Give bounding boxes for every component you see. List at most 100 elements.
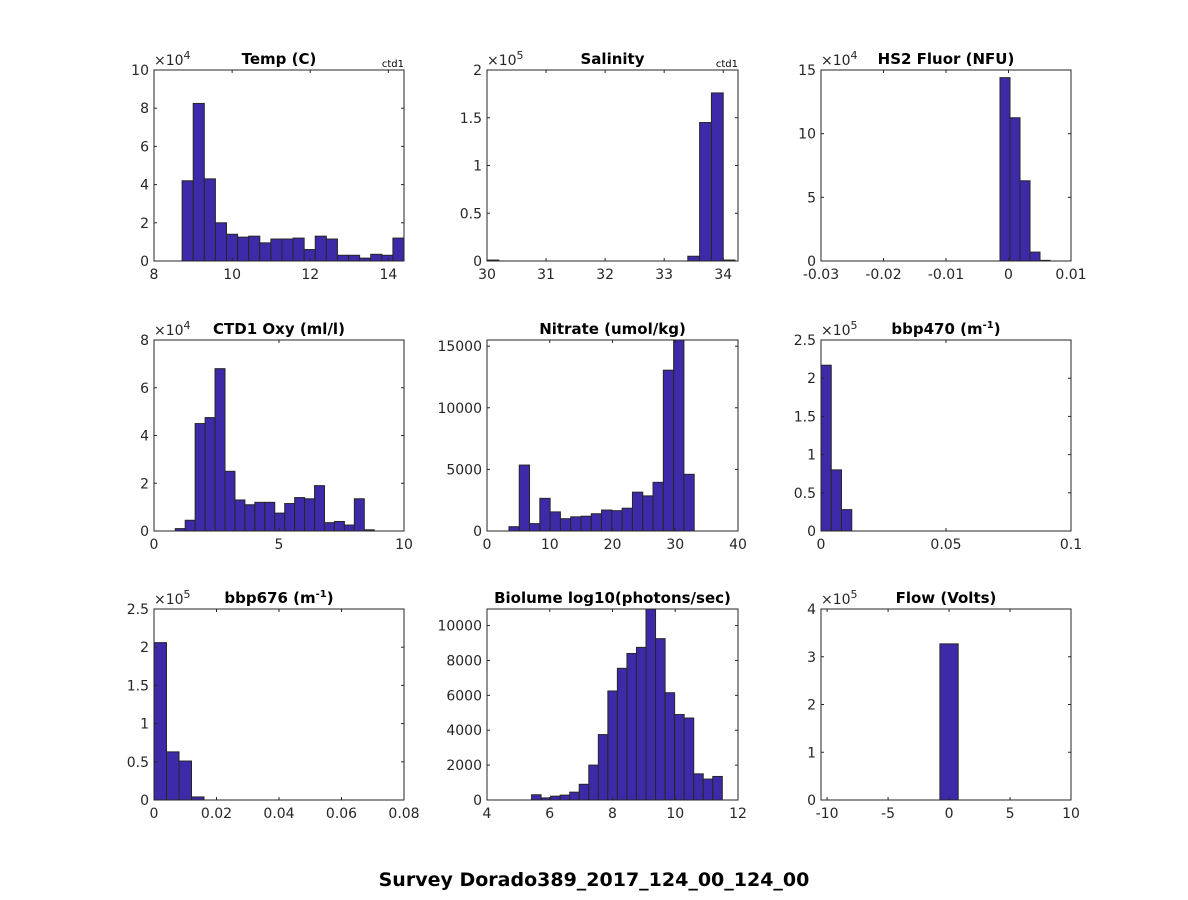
- y-exponent-label: ×104: [154, 49, 191, 69]
- histogram-bar: [674, 714, 685, 801]
- x-tick-label: 12: [729, 806, 747, 822]
- histogram-bar: [274, 512, 286, 532]
- histogram-bar: [203, 178, 216, 262]
- histogram-bar: [336, 254, 350, 262]
- x-tick-label: 0.1: [1060, 537, 1082, 553]
- histogram-bar: [248, 235, 261, 262]
- axes-box: [153, 69, 405, 262]
- y-tick-label: 15: [798, 63, 816, 79]
- histogram-bar: [580, 515, 592, 532]
- y-tick-label: 0: [473, 254, 482, 270]
- x-tick-label: 34: [714, 267, 732, 283]
- x-tick-label: 40: [729, 537, 747, 553]
- y-exponent-power: 4: [851, 49, 858, 62]
- panel-title: Biolume log10(photons/sec): [494, 589, 731, 607]
- histogram-bar: [294, 497, 306, 532]
- panel-title: Salinity: [581, 50, 645, 68]
- histogram-bar: [194, 423, 206, 532]
- y-tick-label: 10000: [437, 401, 482, 417]
- histogram-bar: [226, 233, 239, 262]
- x-tick-label: 0.08: [388, 806, 419, 822]
- corner-label: ctd1: [382, 59, 404, 70]
- x-tick-label: 0: [945, 806, 954, 822]
- histogram-bar: [181, 180, 194, 262]
- histogram-panel: 0 0.05 0.1 0 0.5 1 1.5 2 2.5 ×105 bbp470 (m-1): [794, 319, 1082, 553]
- axes-background: [821, 340, 1071, 531]
- y-tick-label: 2000: [446, 758, 482, 774]
- y-exponent-label: ×104: [154, 319, 191, 339]
- y-tick-label: 2: [140, 216, 149, 232]
- histogram-bar: [841, 509, 853, 532]
- x-tick-label: 10: [395, 537, 413, 553]
- y-tick-label: 4: [140, 178, 149, 194]
- y-tick-label: 1: [807, 745, 816, 761]
- histogram-panel: 0 5 10 0 2 4 6 8 ×104 CTD1 Oxy (ml/l): [140, 319, 413, 553]
- y-tick-label: 0.5: [460, 206, 482, 222]
- y-tick-label: 10: [131, 63, 149, 79]
- y-tick-label: 0: [473, 793, 482, 809]
- y-tick-label: 0: [140, 793, 149, 809]
- y-tick-label: 15000: [437, 339, 482, 355]
- x-tick-label: 30: [478, 267, 496, 283]
- y-tick-label: 1.5: [460, 111, 482, 127]
- histogram-bar: [655, 638, 666, 801]
- histogram-bar: [529, 523, 541, 532]
- x-tick-label: -5: [881, 806, 895, 822]
- panel-title: bbp676 (m-1): [224, 589, 333, 607]
- x-tick-label: 20: [604, 537, 622, 553]
- x-tick-label: 0.05: [930, 537, 961, 553]
- y-tick-label: 0: [473, 524, 482, 540]
- histogram-panel: 30 31 32 33 34 0 0.5 1 1.5 2 ×105 Salinity ctd1: [460, 49, 739, 283]
- histogram-bar: [192, 102, 205, 262]
- histogram-bar: [325, 238, 338, 262]
- x-tick-label: -0.03: [803, 267, 839, 283]
- x-tick-label: 0.01: [1055, 267, 1086, 283]
- histogram-panel: 8 10 12 14 0 2 4 6 8 10 ×104 Temp (C) ctd1: [131, 49, 405, 283]
- axes-background: [821, 70, 1071, 261]
- x-tick-label: 10: [223, 267, 241, 283]
- y-tick-label: 2: [473, 63, 482, 79]
- y-tick-label: 1.5: [127, 678, 149, 694]
- y-tick-label: 0: [140, 254, 149, 270]
- histogram-bar: [270, 238, 283, 262]
- histogram-bar: [166, 751, 180, 801]
- histogram-bar: [611, 510, 623, 532]
- x-tick-label: 5: [1006, 806, 1015, 822]
- x-tick-label: 10: [1062, 806, 1080, 822]
- x-tick-label: 12: [301, 267, 319, 283]
- y-tick-label: 2.5: [127, 602, 149, 618]
- histogram-bar: [550, 795, 561, 801]
- histogram-bar: [303, 249, 316, 262]
- y-tick-label: 2: [807, 371, 816, 387]
- y-tick-label: 8: [140, 333, 149, 349]
- y-exponent-label: ×105: [154, 588, 191, 608]
- x-tick-label: 0: [150, 537, 159, 553]
- histogram-bar: [304, 498, 316, 532]
- histogram-bar: [264, 501, 276, 532]
- histogram-bar: [631, 491, 644, 532]
- x-tick-label: 10: [666, 806, 684, 822]
- y-tick-label: 4: [807, 602, 816, 618]
- y-tick-label: 1: [807, 448, 816, 464]
- y-exponent-power: 4: [184, 319, 191, 332]
- histogram-bar: [178, 760, 192, 801]
- histogram-bar: [353, 498, 365, 532]
- histogram-bar: [508, 526, 520, 532]
- figure-suptitle: Survey Dorado389_2017_124_00_124_00: [378, 869, 810, 891]
- y-exponent-label: ×105: [487, 49, 524, 69]
- histogram-bar: [214, 368, 226, 532]
- histogram-bar: [559, 794, 571, 801]
- y-tick-label: 6: [140, 139, 149, 155]
- histogram-bar: [687, 255, 701, 262]
- y-tick-label: 6: [140, 381, 149, 397]
- y-exponent-power: 4: [184, 49, 191, 62]
- histogram-bar: [590, 513, 603, 532]
- x-tick-label: 0: [817, 537, 826, 553]
- histogram-bar: [184, 519, 196, 532]
- panel-title: HS2 Fluor (NFU): [878, 50, 1015, 68]
- y-tick-label: 10: [798, 127, 816, 143]
- histogram-bar: [314, 235, 327, 262]
- histogram-bar: [597, 734, 609, 801]
- x-tick-label: 0: [150, 806, 159, 822]
- axes-background: [154, 609, 404, 800]
